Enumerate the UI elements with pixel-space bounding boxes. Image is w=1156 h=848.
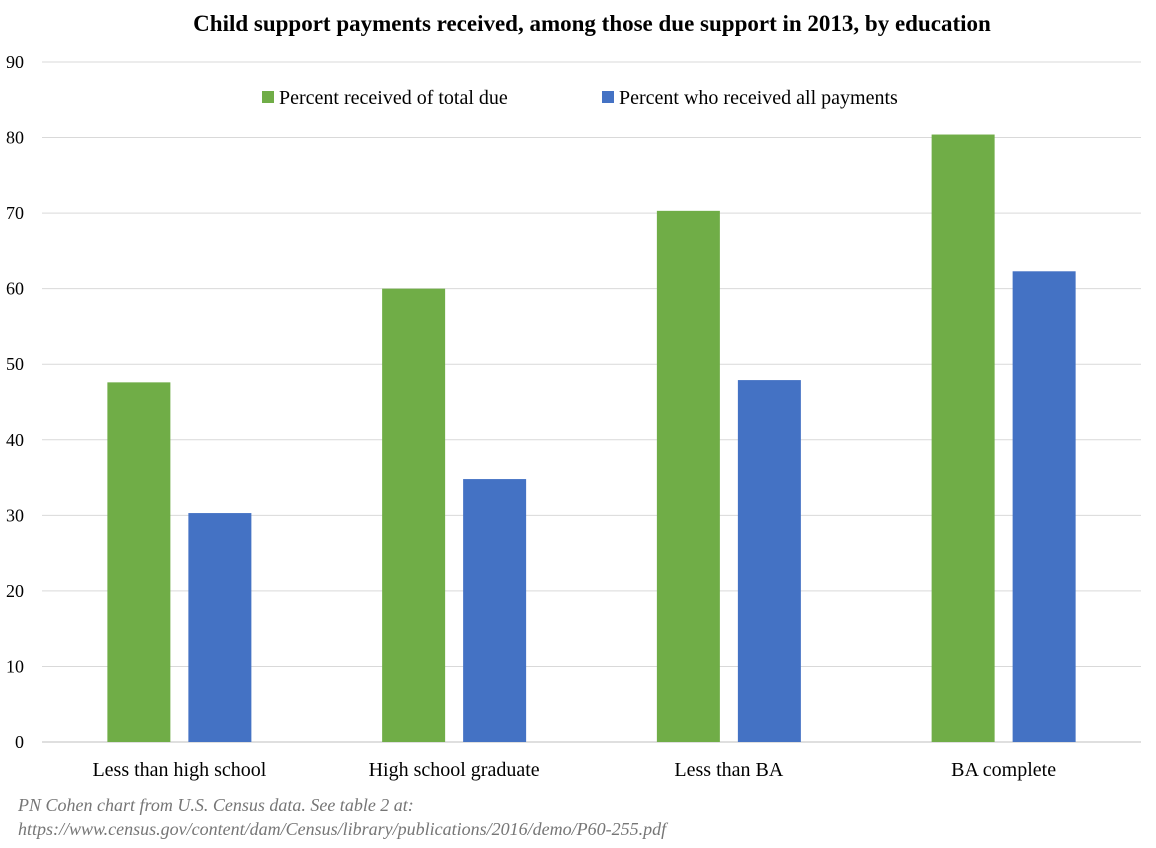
bar-received-all-payments-4 (1012, 271, 1076, 742)
x-tick-label: Less than BA (674, 759, 783, 781)
y-tick-label: 20 (6, 581, 24, 601)
legend-label: Percent who received all payments (619, 87, 898, 109)
x-axis-tick-labels: Less than high school High school graduat… (92, 759, 1056, 781)
y-tick-label: 80 (6, 128, 24, 148)
bar-received-all-payments-3 (737, 380, 801, 742)
y-axis-tick-labels: 0 10 20 30 40 50 60 70 80 90 (6, 52, 24, 752)
source-note-line-1: PN Cohen chart from U.S. Census data. Se… (18, 795, 414, 815)
y-tick-label: 70 (6, 203, 24, 223)
y-tick-label: 40 (6, 430, 24, 450)
bar-received-of-total-due-4 (931, 134, 995, 743)
bar-received-of-total-due-2 (382, 288, 446, 742)
y-tick-label: 60 (6, 279, 24, 299)
bar-received-all-payments-2 (463, 479, 527, 742)
bar-received-all-payments-1 (188, 513, 252, 742)
y-tick-label: 0 (15, 732, 24, 752)
bar-received-of-total-due-1 (107, 382, 171, 742)
y-tick-label: 30 (6, 505, 24, 525)
legend: Percent received of total due Percent who… (262, 87, 898, 109)
y-tick-label: 90 (6, 52, 24, 72)
legend-swatch (602, 91, 614, 103)
x-tick-label: Less than high school (92, 759, 266, 781)
bars (107, 134, 1076, 743)
legend-swatch (262, 91, 274, 103)
y-tick-label: 10 (6, 656, 24, 676)
x-tick-label: BA complete (951, 759, 1056, 781)
chart-title: Child support payments received, among t… (193, 11, 991, 36)
legend-label: Percent received of total due (279, 87, 508, 109)
x-tick-label: High school graduate (369, 759, 540, 781)
bar-received-of-total-due-3 (656, 210, 720, 742)
y-tick-label: 50 (6, 354, 24, 374)
source-note-line-2: https://www.census.gov/content/dam/Censu… (18, 819, 667, 839)
